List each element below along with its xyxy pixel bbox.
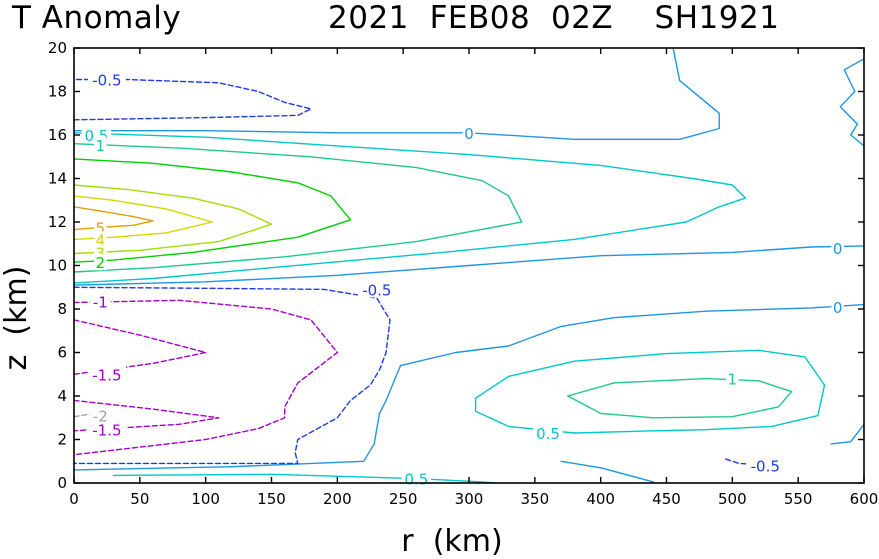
x-tick-label-8: 400 [586,490,615,508]
y-axis-label: z (km) [0,266,34,371]
contour-label-12: -1.5 [92,366,121,384]
contour-label-7: 2 [96,254,106,272]
contour-label-16: 0.5 [536,425,560,443]
contour-line-12 [560,460,654,483]
contour-label-bg-16 [533,424,563,441]
y-tick-label-5: 10 [48,257,67,275]
x-tick-label-7: 350 [521,490,550,508]
contour-label-bg-0 [87,71,126,88]
contour-label-bg-3 [94,136,107,153]
contour-label-bg-1 [462,124,476,141]
contour-line-18 [74,299,338,456]
contour-line-6 [112,473,496,483]
contour-label-8: 0 [833,240,843,258]
contour-label-bg-7 [94,254,107,271]
axis-ticks: 0 50 100 150 200 250 300 350 400 450 500 550 6000246… [48,39,878,508]
contour-label-5: 4 [96,231,106,249]
contour-label-bg-14 [89,407,111,424]
contour-label-bg-10 [89,293,111,310]
contour-label-17: -0.5 [751,458,780,476]
x-tick-label-3: 150 [257,490,286,508]
contour-line-20 [74,399,220,432]
contour-line-4 [74,143,523,273]
contour-label-13: 1 [728,371,738,389]
contour-label-1: 0 [464,125,474,143]
contour-label-bg-12 [87,366,126,383]
contour-line-16 [74,286,391,465]
contour-line-5 [74,132,747,284]
y-tick-label-1: 2 [57,431,67,449]
contour-label-bg-15 [87,421,126,438]
contour-line-0 [74,206,154,231]
x-tick-label-6: 300 [455,490,484,508]
contour-label-0: -0.5 [92,72,121,90]
contour-label-14: -2 [93,408,108,426]
contour-label-bg-9 [357,281,396,298]
contour-label-bg-13 [726,370,739,387]
y-tick-label-6: 12 [48,213,67,231]
contour-label-6: 3 [96,244,106,262]
contour-line-15 [74,78,312,121]
contour-label-4: 5 [96,219,106,237]
contour-label-15: -1.5 [92,422,121,440]
x-tick-label-10: 500 [718,490,747,508]
x-axis-label: r (km) [401,524,502,559]
y-tick-label-7: 14 [48,170,67,188]
contour-line-3 [74,158,352,263]
contour-label-18: 0.5 [404,471,428,489]
y-tick-label-0: 0 [57,474,67,492]
chart-title-time-storm: 2021 FEB08 02Z SH1921 [328,0,780,36]
contour-label-10: -1 [93,293,108,311]
chart-title-variable: T Anomaly [12,0,182,36]
x-tick-label-1: 50 [130,490,149,508]
contour-line-9 [74,48,720,140]
y-tick-label-2: 4 [57,387,67,405]
x-tick-label-9: 450 [652,490,681,508]
x-tick-label-0: 0 [69,490,79,508]
contour-line-8 [474,349,826,434]
contour-label-3: 1 [96,137,106,155]
contour-line-13 [830,423,864,445]
x-tick-label-2: 100 [191,490,220,508]
contour-line-11 [74,303,864,471]
y-tick-label-9: 18 [48,83,67,101]
y-tick-label-10: 20 [48,39,67,57]
y-tick-label-4: 8 [57,300,67,318]
contour-label-9: -0.5 [362,281,391,299]
contour-label-11: 0 [833,299,843,317]
contour-label-bg-11 [831,298,844,315]
x-tick-label-11: 550 [784,490,813,508]
contour-line-19 [74,319,207,375]
x-tick-label-5: 250 [389,490,418,508]
contour-label-bg-17 [746,457,785,474]
contour-line-14 [839,58,864,147]
plot-frame [73,47,865,484]
contour-label-bg-8 [831,240,844,257]
y-tick-label-8: 16 [48,126,67,144]
contour-line-2 [74,184,273,255]
contour-line-10 [74,245,864,286]
contour-line-1 [74,195,213,241]
contour-line-7 [567,377,793,419]
x-tick-label-12: 600 [850,490,879,508]
y-tick-label-3: 6 [57,344,67,362]
contour-lines [74,48,864,483]
x-tick-label-4: 200 [323,490,352,508]
contour-label-bg-5 [94,231,107,248]
